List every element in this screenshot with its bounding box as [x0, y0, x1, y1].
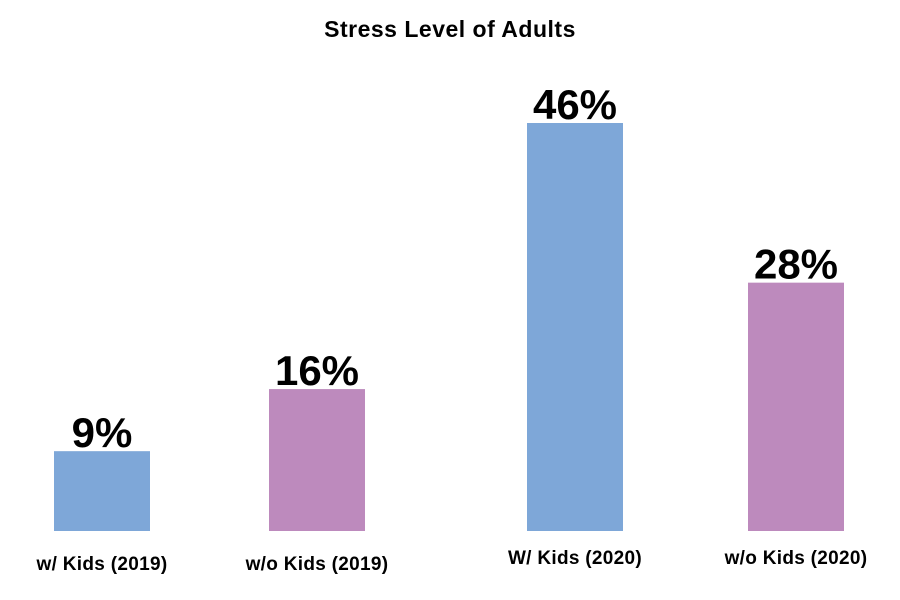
value-label-4: 28%: [754, 241, 838, 288]
x-tick-label-2: w/o Kids (2019): [245, 554, 389, 575]
x-tick-label-4: w/o Kids (2020): [724, 548, 868, 569]
bar-2: [269, 389, 365, 531]
value-label-3: 46%: [533, 81, 617, 128]
x-tick-label-1: w/ Kids (2019): [36, 554, 168, 575]
value-label-2: 16%: [275, 347, 359, 394]
chart-title: Stress Level of Adults: [324, 16, 576, 42]
value-label-1: 9%: [72, 409, 133, 456]
x-tick-label-3: W/ Kids (2020): [508, 548, 642, 569]
value-labels-layer: 9% 16% 46% 28%: [72, 81, 838, 456]
bars-layer: [54, 123, 844, 531]
bar-1: [54, 451, 150, 531]
bar-4: [748, 282, 844, 531]
bar-3: [527, 123, 623, 531]
tick-labels-layer: w/ Kids (2019) w/o Kids (2019) W/ Kids (20…: [36, 548, 868, 575]
